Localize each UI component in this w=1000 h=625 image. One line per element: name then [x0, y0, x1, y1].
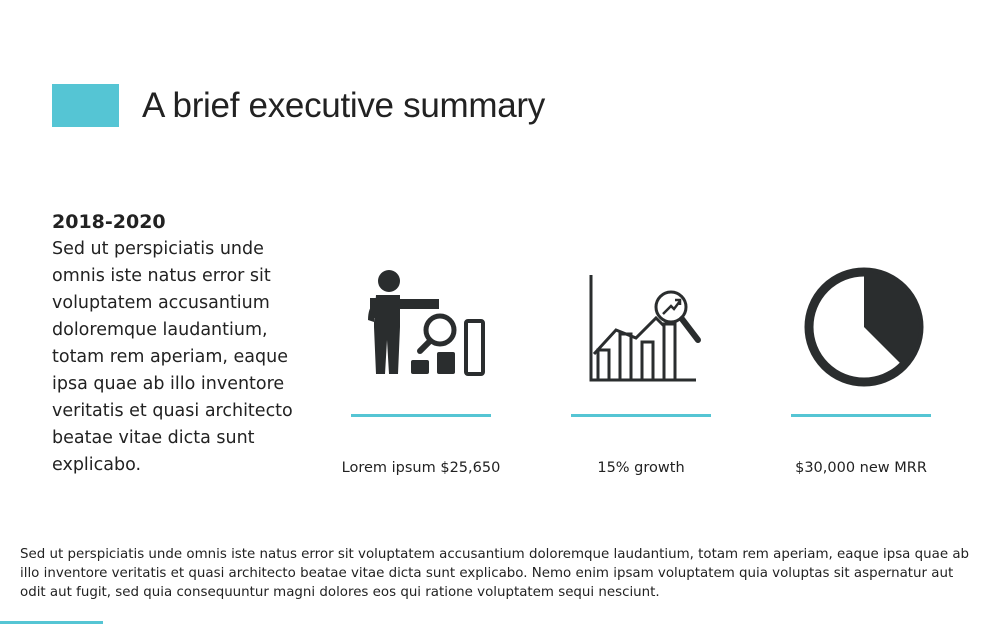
footer-rule — [0, 621, 103, 624]
stat-rule — [791, 414, 931, 417]
pie-chart-icon — [791, 262, 931, 392]
stat-item-growth: 15% growth — [571, 262, 711, 476]
summary-period: 2018-2020 — [52, 211, 166, 233]
stat-label-mrr: $30,000 new MRR — [795, 460, 927, 476]
summary-body: Sed ut perspiciatis unde omnis iste natu… — [52, 239, 293, 475]
stat-item-revenue: Lorem ipsum $25,650 — [342, 262, 500, 476]
stat-label-growth: 15% growth — [597, 460, 685, 476]
growth-chart-icon — [571, 262, 711, 392]
stat-rule — [351, 414, 491, 417]
title-accent-block — [52, 84, 119, 127]
presenter-chart-icon — [351, 262, 491, 392]
stat-label-revenue: Lorem ipsum $25,650 — [341, 460, 501, 476]
footer-text: Sed ut perspiciatis unde omnis iste natu… — [20, 547, 970, 600]
slide-title: A brief executive summary — [142, 86, 545, 125]
stat-rule — [571, 414, 711, 417]
summary-column: 2018-2020 Sed ut perspiciatis unde omnis… — [52, 208, 302, 479]
stat-item-mrr: $30,000 new MRR — [791, 262, 931, 476]
